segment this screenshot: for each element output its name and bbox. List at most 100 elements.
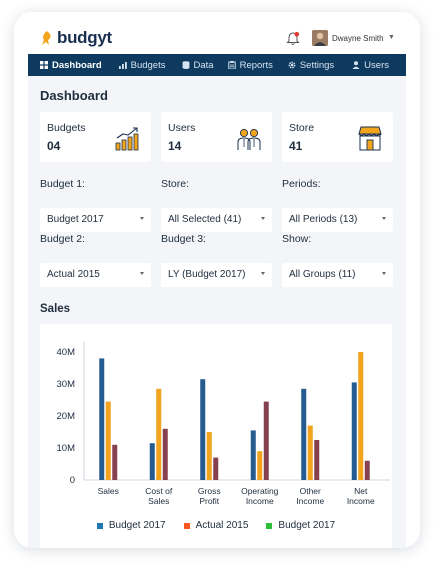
chart-bar [314, 440, 320, 480]
show-select[interactable]: All Groups (11) [282, 263, 393, 287]
brand-name: budgyt [57, 28, 112, 47]
select-value: All Groups (11) [289, 269, 356, 280]
legend-swatch [183, 522, 190, 529]
top-bar: budgyt Dwayne Smith ▼ [14, 12, 420, 54]
budget-1-select[interactable]: Budget 2017 [40, 208, 151, 232]
chart-bar [351, 382, 357, 480]
legend-item[interactable]: Actual 2015 [183, 520, 249, 531]
select-value: All Periods (13) [289, 214, 358, 225]
storefront-icon [358, 126, 382, 151]
budget-2-select[interactable]: Actual 2015 [40, 263, 151, 287]
stat-card-budgets[interactable]: Budgets 04 [40, 112, 151, 162]
nav-label-settings: Settings [299, 59, 335, 71]
brand-logo[interactable]: budgyt [40, 28, 112, 48]
x-tick-label: Sales [148, 496, 169, 506]
nav-label-budgets: Budgets [130, 59, 166, 71]
select-value: All Selected (41) [168, 214, 242, 225]
filter-label-budget-2: Budget 2: [40, 233, 85, 245]
nav-item-dashboard[interactable]: Dashboard [40, 54, 102, 76]
avatar-photo-icon [312, 30, 328, 46]
store-select[interactable]: All Selected (41) [161, 208, 272, 232]
main-nav: Dashboard Budgets Data Reports Settings … [28, 54, 406, 76]
legend-label: Budget 2017 [108, 520, 166, 531]
caret-down-icon [382, 272, 386, 275]
x-tick-label: Other [300, 486, 321, 496]
chart-bar [200, 379, 206, 480]
nav-item-settings[interactable]: Settings [288, 54, 334, 76]
chart-bar [99, 358, 105, 480]
chart-bar [257, 451, 263, 480]
stat-label: Users [168, 122, 196, 134]
nav-label-dashboard: Dashboard [52, 59, 102, 71]
legend-item[interactable]: Budget 2017 [266, 520, 335, 531]
chart-bar [364, 460, 370, 480]
chart-bar [301, 388, 307, 480]
caret-down-icon [140, 272, 144, 275]
chart-bar [206, 432, 212, 480]
legend-label: Actual 2015 [195, 520, 249, 531]
x-tick-label: Profit [199, 496, 219, 506]
filter-label-budget-1: Budget 1: [40, 178, 85, 190]
user-name[interactable]: Dwayne Smith [332, 34, 384, 43]
user-menu-chevron-icon[interactable]: ▼ [388, 34, 395, 41]
budget-3-select[interactable]: LY (Budget 2017) [161, 263, 272, 287]
periods-select[interactable]: All Periods (13) [282, 208, 393, 232]
chart-bar [263, 401, 269, 480]
y-tick-label: 10M [57, 443, 76, 454]
caret-down-icon [261, 272, 265, 275]
gear-icon [288, 61, 296, 69]
page-title: Dashboard [40, 88, 108, 103]
select-value: Budget 2017 [47, 214, 104, 225]
people-icon [237, 128, 261, 150]
x-tick-label: Operating [241, 486, 279, 496]
stat-value: 14 [168, 139, 182, 153]
chart-bar [149, 443, 155, 480]
y-tick-label: 20M [57, 411, 76, 422]
nav-item-data[interactable]: Data [182, 54, 214, 76]
x-tick-label: Income [347, 496, 375, 506]
notification-bell-icon[interactable] [286, 31, 300, 46]
sales-section-title: Sales [40, 303, 71, 315]
legend-swatch [96, 522, 103, 529]
y-tick-label: 0 [70, 475, 75, 486]
x-tick-label: Net [354, 486, 368, 496]
legend-label: Budget 2017 [278, 520, 336, 531]
y-tick-label: 40M [57, 347, 76, 358]
chart-bar [112, 444, 118, 480]
nav-item-reports[interactable]: Reports [227, 54, 273, 76]
app-window: budgyt Dwayne Smith ▼ Dashboard Budgets [14, 12, 420, 548]
sales-chart-card: 0 10M 20M 30M 40M Sales Cost of Sales Gross Profi… [40, 324, 392, 548]
y-tick-label: 30M [57, 379, 76, 390]
select-value: LY (Budget 2017) [168, 269, 246, 280]
legend-swatch [266, 522, 273, 529]
logo-icon [42, 31, 51, 45]
clipboard-icon [227, 61, 236, 69]
user-icon [352, 61, 360, 69]
user-avatar[interactable] [312, 30, 328, 46]
select-value: Actual 2015 [47, 269, 100, 280]
caret-down-icon [261, 217, 265, 220]
stat-card-store[interactable]: Store 41 [282, 112, 393, 162]
nav-item-users[interactable]: Users [352, 54, 389, 76]
x-tick-label: Gross [198, 486, 221, 496]
grid-icon [40, 61, 48, 69]
stat-value: 04 [47, 139, 61, 153]
x-tick-label: Income [296, 496, 324, 506]
nav-label-data: Data [193, 59, 214, 71]
caret-down-icon [382, 217, 386, 220]
stat-card-users[interactable]: Users 14 [161, 112, 272, 162]
dashboard-content: Dashboard Budgets 04 Users 14 [28, 76, 406, 548]
growth-chart-icon [115, 127, 139, 151]
stat-label: Store [289, 122, 315, 134]
legend-item[interactable]: Budget 2017 [96, 520, 166, 531]
bar-chart-icon [118, 62, 127, 69]
chart-legend: Budget 2017 Actual 2015 Budget 2017 [40, 520, 392, 531]
filter-label-budget-3: Budget 3: [161, 233, 206, 245]
database-icon [182, 61, 189, 69]
nav-item-budgets[interactable]: Budgets [118, 54, 166, 76]
x-tick-label: Cost of [145, 486, 173, 496]
nav-label-users: Users [364, 59, 389, 71]
stat-value: 41 [289, 139, 303, 153]
chart-bar [307, 425, 313, 480]
